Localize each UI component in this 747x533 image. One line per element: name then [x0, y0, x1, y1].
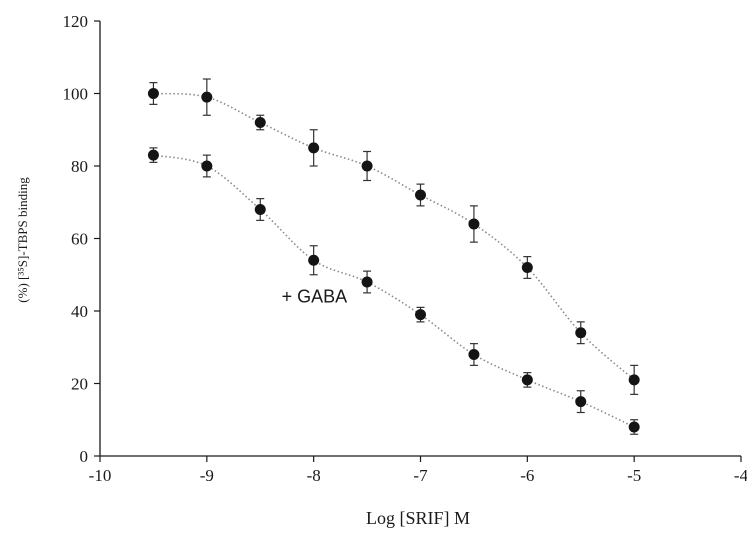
- x-tick-label: -9: [200, 466, 214, 485]
- y-ticks: 0 20 40 60 80 100 120: [63, 12, 100, 466]
- x-tick-label: -7: [413, 466, 428, 485]
- annotations: + GABA: [282, 287, 348, 307]
- data-point-series-2: [521, 374, 533, 386]
- data-point-series-1: [628, 374, 640, 386]
- data-point-series-1: [575, 327, 587, 339]
- data-point-series-2: [361, 276, 373, 288]
- fit-curves: [153, 92, 635, 428]
- data-point-series-2: [415, 309, 426, 321]
- data-point-series-2: [254, 204, 266, 215]
- plot-area: [99, 21, 741, 457]
- x-ticks: -10 -9 -8 -7 -6 -5 -4: [89, 456, 747, 485]
- fit-curve-series-1: [153, 92, 635, 381]
- data-point-series-1: [361, 160, 373, 172]
- data-point-series-1: [468, 218, 480, 230]
- x-tick-label: -5: [627, 466, 641, 485]
- y-tick-label: 40: [71, 302, 88, 321]
- data-points: [147, 88, 640, 433]
- data-point-series-2: [147, 149, 159, 161]
- x-tick-label: -6: [520, 466, 534, 485]
- x-tick-label: -10: [89, 466, 112, 485]
- y-axis-title: (%) [³⁵S]-TBPS binding: [15, 177, 30, 303]
- data-point-series-1: [308, 142, 320, 154]
- data-point-series-1: [201, 91, 213, 103]
- data-point-series-1: [415, 189, 426, 201]
- annotation-gaba-label: + GABA: [282, 287, 348, 307]
- data-point-series-2: [628, 421, 640, 433]
- data-point-series-2: [201, 160, 213, 172]
- y-tick-label: 120: [63, 12, 89, 31]
- x-axis-title: Log [SRIF] M: [366, 508, 470, 528]
- data-point-series-2: [468, 349, 480, 360]
- x-tick-label: -4: [734, 466, 747, 485]
- y-tick-label: 60: [71, 230, 88, 249]
- x-tick-label: -8: [307, 466, 321, 485]
- y-tick-label: 20: [71, 375, 88, 394]
- y-tick-label: 80: [71, 157, 88, 176]
- data-point-series-2: [308, 254, 320, 266]
- fit-curve-series-2: [153, 154, 635, 428]
- y-tick-label: 100: [63, 85, 89, 104]
- error-bars: [149, 78, 639, 435]
- data-point-series-1: [254, 117, 266, 128]
- data-point-series-1: [147, 88, 159, 99]
- y-tick-label: 0: [80, 447, 89, 466]
- data-point-series-2: [575, 396, 587, 408]
- data-point-series-1: [521, 262, 533, 273]
